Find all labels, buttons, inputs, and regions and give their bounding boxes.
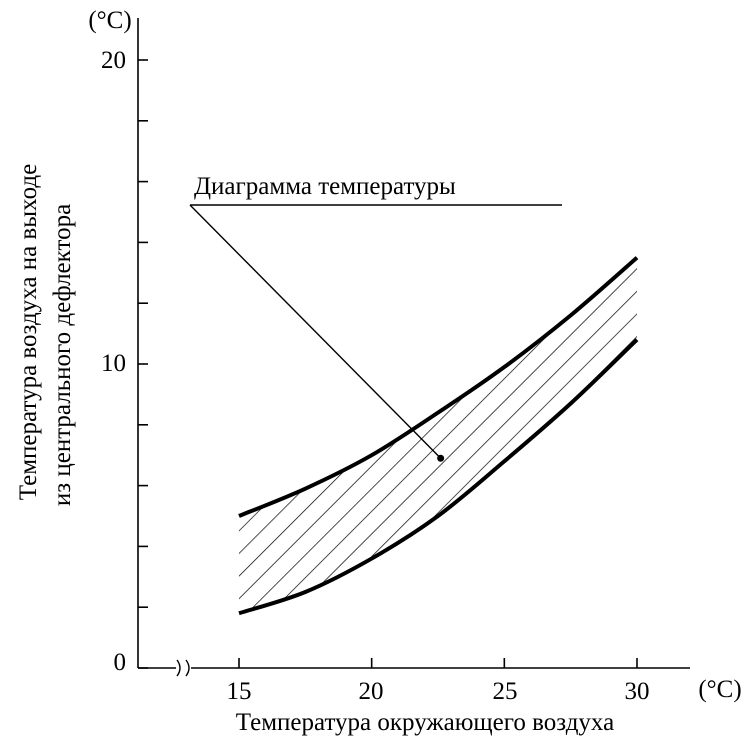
y-tick-label-10: 10: [101, 350, 126, 377]
annotation-point: [437, 454, 445, 462]
x-tick-label-20: 20: [359, 678, 384, 705]
upper-boundary-curve: [238, 256, 639, 518]
x-tick-label-15: 15: [227, 678, 252, 705]
y-tick-label-0: 0: [114, 649, 127, 676]
x-tick-label-30: 30: [625, 678, 650, 705]
y-axis-title-line-1: Температура воздуха на выходе: [15, 164, 42, 500]
lower-boundary-curve: [238, 338, 639, 616]
x-unit-label: (°C): [698, 676, 741, 703]
annotation-leader-line: [189, 204, 442, 459]
annotation-label: Диаграмма температуры: [194, 173, 456, 200]
y-axis-title-line-2: из центрального дефлектора: [49, 204, 76, 506]
x-axis-title: Температура окружающего воздуха: [236, 709, 614, 736]
y-tick-label-20: 20: [101, 47, 126, 74]
y-unit-label: (°C): [88, 7, 131, 34]
x-axis-break-mark: [176, 659, 190, 677]
x-tick-label-25: 25: [493, 678, 518, 705]
band-hatched-area: [239, 257, 637, 614]
